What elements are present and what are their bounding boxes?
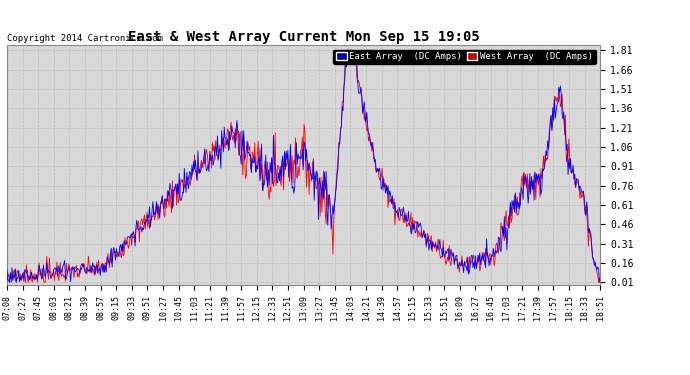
- Legend: East Array  (DC Amps), West Array  (DC Amps): East Array (DC Amps), West Array (DC Amp…: [333, 50, 595, 64]
- Title: East & West Array Current Mon Sep 15 19:05: East & West Array Current Mon Sep 15 19:…: [128, 30, 480, 44]
- Text: Copyright 2014 Cartronics.com: Copyright 2014 Cartronics.com: [7, 34, 163, 43]
